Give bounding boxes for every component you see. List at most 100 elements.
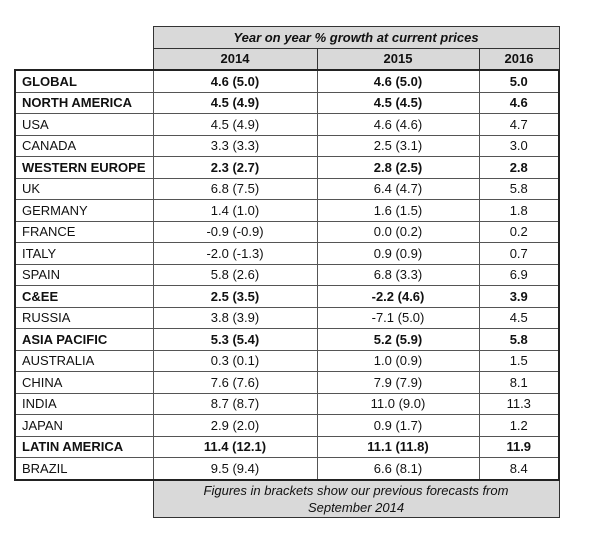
- table-title: Year on year % growth at current prices: [152, 26, 560, 49]
- value-cell: 8.7 (8.7): [152, 392, 318, 415]
- value-cell: 5.8: [478, 328, 560, 351]
- footer-note: Figures in brackets show our previous fo…: [152, 479, 560, 518]
- region-cell: INDIA: [14, 392, 154, 415]
- table-row: SPAIN 5.8 (2.6) 6.8 (3.3) 6.9: [14, 263, 560, 286]
- value-cell: -7.1 (5.0): [316, 306, 480, 329]
- region-cell: ASIA PACIFIC: [14, 328, 154, 351]
- table-row: C&EE 2.5 (3.5) -2.2 (4.6) 3.9: [14, 285, 560, 308]
- table-row: GERMANY 1.4 (1.0) 1.6 (1.5) 1.8: [14, 199, 560, 222]
- value-cell: 2.5 (3.1): [316, 134, 480, 157]
- table-row: AUSTRALIA 0.3 (0.1) 1.0 (0.9) 1.5: [14, 349, 560, 372]
- value-cell: 4.6 (5.0): [152, 69, 318, 93]
- region-cell: WESTERN EUROPE: [14, 156, 154, 179]
- region-cell: C&EE: [14, 285, 154, 308]
- value-cell: 11.4 (12.1): [152, 435, 318, 458]
- region-cell: RUSSIA: [14, 306, 154, 329]
- value-cell: 1.8: [478, 199, 560, 222]
- value-cell: -0.9 (-0.9): [152, 220, 318, 243]
- table-row: GLOBAL 4.6 (5.0) 4.6 (5.0) 5.0: [14, 69, 560, 93]
- value-cell: 8.1: [478, 371, 560, 394]
- value-cell: 4.5 (4.9): [152, 113, 318, 136]
- value-cell: 0.7: [478, 242, 560, 265]
- table-row: JAPAN 2.9 (2.0) 0.9 (1.7) 1.2: [14, 414, 560, 437]
- value-cell: -2.2 (4.6): [316, 285, 480, 308]
- value-cell: 8.4: [478, 457, 560, 481]
- value-cell: 0.3 (0.1): [152, 349, 318, 372]
- value-cell: 6.9: [478, 263, 560, 286]
- region-cell: USA: [14, 113, 154, 136]
- value-cell: 6.8 (3.3): [316, 263, 480, 286]
- value-cell: 0.0 (0.2): [316, 220, 480, 243]
- value-cell: 0.9 (1.7): [316, 414, 480, 437]
- value-cell: 1.4 (1.0): [152, 199, 318, 222]
- value-cell: 3.0: [478, 134, 560, 157]
- value-cell: 0.2: [478, 220, 560, 243]
- value-cell: 6.4 (4.7): [316, 177, 480, 200]
- value-cell: 3.3 (3.3): [152, 134, 318, 157]
- column-header: 2016: [478, 47, 560, 71]
- value-cell: 2.5 (3.5): [152, 285, 318, 308]
- value-cell: 2.9 (2.0): [152, 414, 318, 437]
- value-cell: 1.2: [478, 414, 560, 437]
- value-cell: 9.5 (9.4): [152, 457, 318, 481]
- value-cell: 3.9: [478, 285, 560, 308]
- region-cell: BRAZIL: [14, 457, 154, 481]
- value-cell: 2.8: [478, 156, 560, 179]
- table-row: USA 4.5 (4.9) 4.6 (4.6) 4.7: [14, 113, 560, 136]
- value-cell: 4.5 (4.9): [152, 91, 318, 114]
- table-row: ASIA PACIFIC 5.3 (5.4) 5.2 (5.9) 5.8: [14, 328, 560, 351]
- table-row: WESTERN EUROPE 2.3 (2.7) 2.8 (2.5) 2.8: [14, 156, 560, 179]
- region-cell: GLOBAL: [14, 69, 154, 93]
- value-cell: 4.6 (4.6): [316, 113, 480, 136]
- value-cell: 11.3: [478, 392, 560, 415]
- table-row: FRANCE -0.9 (-0.9) 0.0 (0.2) 0.2: [14, 220, 560, 243]
- value-cell: 1.6 (1.5): [316, 199, 480, 222]
- value-cell: 5.8 (2.6): [152, 263, 318, 286]
- value-cell: 11.0 (9.0): [316, 392, 480, 415]
- value-cell: 11.1 (11.8): [316, 435, 480, 458]
- table-row: UK 6.8 (7.5) 6.4 (4.7) 5.8: [14, 177, 560, 200]
- value-cell: 2.3 (2.7): [152, 156, 318, 179]
- region-cell: SPAIN: [14, 263, 154, 286]
- value-cell: 5.8: [478, 177, 560, 200]
- value-cell: 5.0: [478, 69, 560, 93]
- table-row: INDIA 8.7 (8.7) 11.0 (9.0) 11.3: [14, 392, 560, 415]
- table-row: LATIN AMERICA 11.4 (12.1) 11.1 (11.8) 11.9: [14, 435, 560, 458]
- footer-row: Figures in brackets show our previous fo…: [15, 479, 560, 518]
- value-cell: 5.2 (5.9): [316, 328, 480, 351]
- value-cell: 7.6 (7.6): [152, 371, 318, 394]
- value-cell: 0.9 (0.9): [316, 242, 480, 265]
- region-cell: LATIN AMERICA: [14, 435, 154, 458]
- value-cell: 4.5: [478, 306, 560, 329]
- table-row: RUSSIA 3.8 (3.9) -7.1 (5.0) 4.5: [14, 306, 560, 329]
- region-cell: UK: [14, 177, 154, 200]
- region-cell: NORTH AMERICA: [14, 91, 154, 114]
- value-cell: 4.7: [478, 113, 560, 136]
- region-cell: FRANCE: [14, 220, 154, 243]
- table-row: BRAZIL 9.5 (9.4) 6.6 (8.1) 8.4: [14, 457, 560, 481]
- value-cell: -2.0 (-1.3): [152, 242, 318, 265]
- region-cell: CANADA: [14, 134, 154, 157]
- table-row: CANADA 3.3 (3.3) 2.5 (3.1) 3.0: [14, 134, 560, 157]
- table-row: NORTH AMERICA 4.5 (4.9) 4.5 (4.5) 4.6: [14, 91, 560, 114]
- value-cell: 4.6: [478, 91, 560, 114]
- value-cell: 3.8 (3.9): [152, 306, 318, 329]
- value-cell: 2.8 (2.5): [316, 156, 480, 179]
- value-cell: 7.9 (7.9): [316, 371, 480, 394]
- value-cell: 4.5 (4.5): [316, 91, 480, 114]
- column-header: 2014: [152, 47, 318, 71]
- value-cell: 1.5: [478, 349, 560, 372]
- value-cell: 11.9: [478, 435, 560, 458]
- table-row: ITALY -2.0 (-1.3) 0.9 (0.9) 0.7: [14, 242, 560, 265]
- region-cell: JAPAN: [14, 414, 154, 437]
- growth-table: Year on year % growth at current prices …: [14, 26, 560, 518]
- region-cell: CHINA: [14, 371, 154, 394]
- region-cell: AUSTRALIA: [14, 349, 154, 372]
- value-cell: 4.6 (5.0): [316, 69, 480, 93]
- value-cell: 6.6 (8.1): [316, 457, 480, 481]
- column-header: 2015: [316, 47, 480, 71]
- region-cell: ITALY: [14, 242, 154, 265]
- table-row: CHINA 7.6 (7.6) 7.9 (7.9) 8.1: [14, 371, 560, 394]
- value-cell: 1.0 (0.9): [316, 349, 480, 372]
